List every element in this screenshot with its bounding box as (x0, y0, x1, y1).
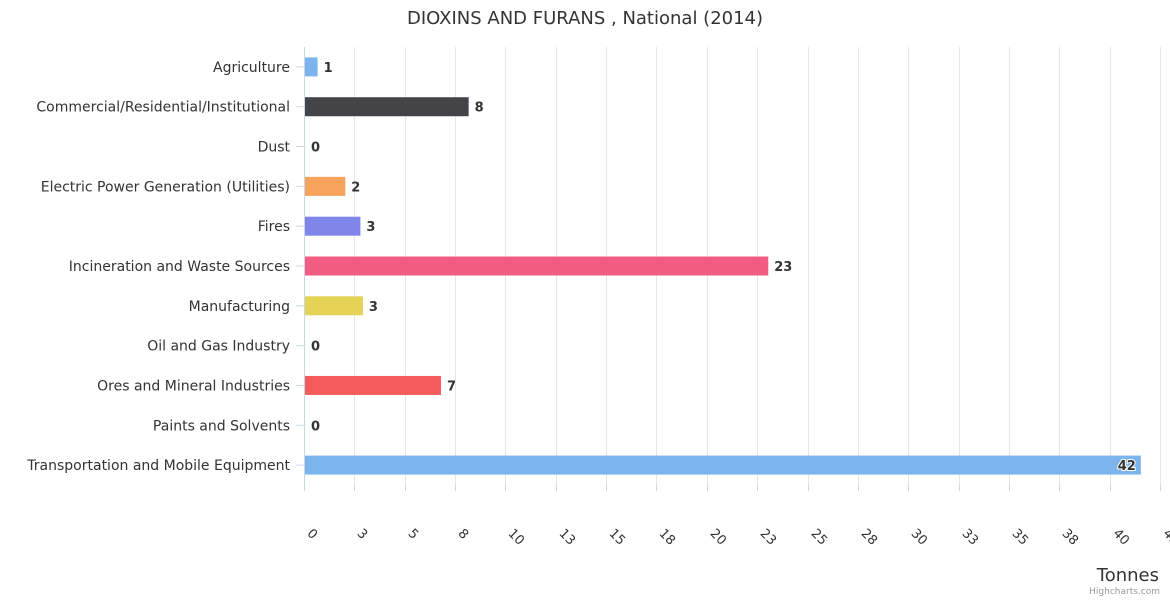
bar[interactable] (305, 375, 441, 395)
x-axis-title: Tonnes (1096, 565, 1159, 586)
credits-link[interactable]: Highcharts.com (1089, 587, 1160, 597)
bar[interactable] (305, 216, 361, 236)
bar[interactable] (305, 97, 469, 117)
category-label: Oil and Gas Industry (147, 339, 290, 355)
x-tick-label: 43 (1160, 526, 1170, 548)
data-label: 3 (369, 300, 378, 315)
chart-title: DIOXINS AND FURANS , National (2014) (407, 8, 763, 29)
bar[interactable] (305, 57, 318, 77)
data-label: 0 (311, 419, 320, 434)
category-label: Electric Power Generation (Utilities) (41, 179, 290, 195)
bar[interactable] (305, 256, 769, 276)
data-label: 8 (475, 101, 484, 116)
category-label: Incineration and Waste Sources (69, 259, 290, 275)
category-label: Manufacturing (189, 299, 290, 315)
bars (305, 57, 1141, 475)
category-label: Transportation and Mobile Equipment (26, 458, 290, 474)
data-label: 3 (366, 220, 375, 235)
category-labels: Agriculture Commercial/Residential/Instit… (26, 60, 304, 474)
category-label: Fires (258, 219, 290, 235)
data-label: 42 (1118, 459, 1136, 474)
bar[interactable] (305, 455, 1141, 475)
category-label: Agriculture (213, 60, 290, 76)
data-label: 0 (311, 141, 320, 156)
data-label: 23 (774, 260, 792, 275)
category-label: Ores and Mineral Industries (97, 378, 290, 394)
data-label: 1 (324, 61, 333, 76)
category-label: Dust (258, 140, 291, 156)
data-label: 2 (351, 180, 360, 195)
data-label: 7 (447, 379, 456, 394)
bar[interactable] (305, 296, 363, 316)
category-label: Paints and Solvents (153, 418, 290, 434)
data-label: 0 (311, 340, 320, 355)
category-label: Commercial/Residential/Institutional (36, 100, 290, 116)
bar[interactable] (305, 176, 346, 196)
